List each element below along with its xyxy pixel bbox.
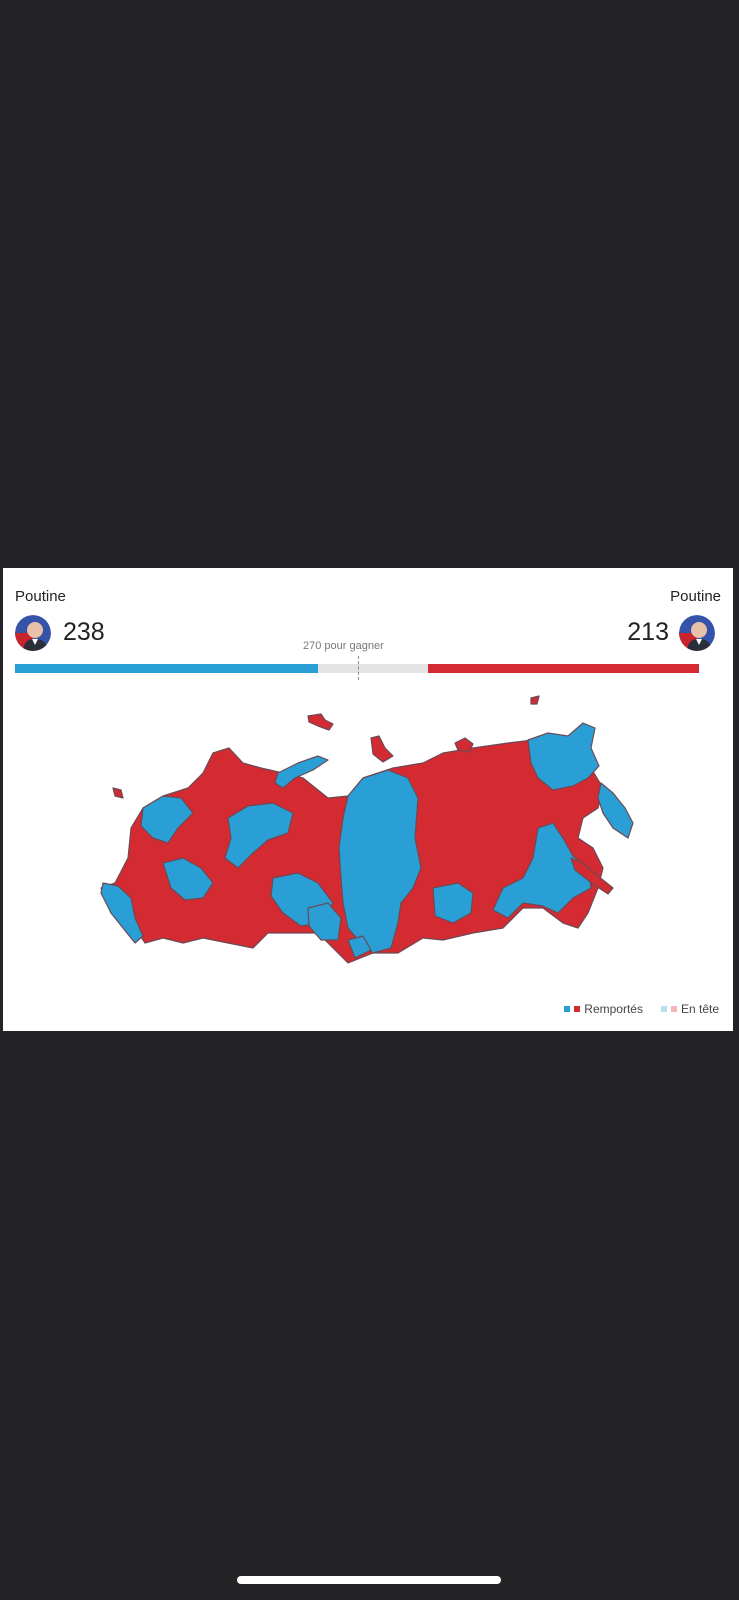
map-region [597, 782, 634, 839]
map-region [307, 902, 342, 941]
map-region [338, 769, 422, 954]
home-indicator[interactable] [237, 1576, 501, 1584]
map-region [530, 695, 540, 705]
results-card: Poutine Poutine 238 213 270 pour gagner [3, 568, 733, 1031]
map-region [307, 713, 334, 731]
map-legend: Remportés En tête [564, 1002, 719, 1016]
map-region [347, 935, 372, 959]
left-score: 238 [63, 618, 105, 646]
map-region [454, 737, 474, 753]
map-region [112, 787, 124, 799]
candidate-portrait-icon [15, 615, 51, 651]
legend-swatch-red-won [574, 1006, 581, 1012]
right-candidate-name: Poutine [670, 588, 721, 605]
map-region [432, 882, 474, 924]
legend-won-label: Remportés [584, 1002, 643, 1016]
map-region [492, 822, 592, 919]
map-region [140, 795, 194, 844]
goal-label: 270 pour gagner [303, 640, 384, 652]
results-map [100, 695, 634, 964]
left-candidate-name: Poutine [15, 588, 66, 605]
right-progress-fill [428, 664, 699, 673]
map-region [370, 735, 394, 763]
legend-swatch-blue-won [564, 1006, 571, 1012]
map-region [224, 802, 294, 869]
map-region [100, 882, 144, 944]
map-region [162, 857, 214, 901]
map-region [570, 857, 614, 895]
map-region [274, 755, 329, 789]
legend-swatch-red-leading [670, 1006, 677, 1012]
left-progress-fill [15, 664, 318, 673]
legend-swatch-blue-leading [660, 1006, 667, 1012]
right-score: 213 [627, 618, 669, 646]
legend-leading-label: En tête [680, 1002, 719, 1016]
score-progress-bar [15, 656, 699, 680]
goal-marker [358, 656, 360, 680]
map-region [527, 722, 600, 791]
candidate-portrait-icon [679, 615, 715, 651]
